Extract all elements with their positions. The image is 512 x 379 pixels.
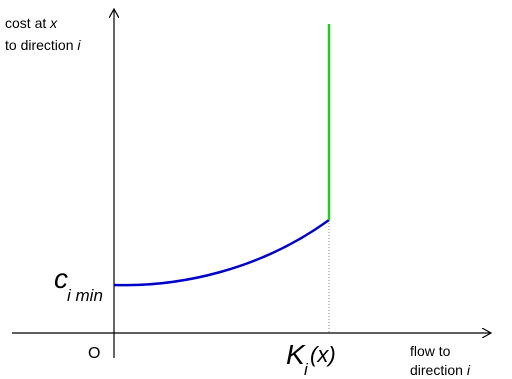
k-label-argument: (x) xyxy=(310,342,336,367)
x-axis-label-line2: direction i xyxy=(410,362,471,378)
c-min-label-main: c xyxy=(54,263,68,294)
k-label-main: K xyxy=(286,339,306,370)
y-axis-label-line1: cost at x xyxy=(5,15,58,31)
cost-curve xyxy=(113,218,330,287)
x-axis-label-line1: flow to xyxy=(410,343,451,359)
y-axis-label-line2: to direction i xyxy=(5,37,81,53)
k-label-subscript: i xyxy=(304,360,309,379)
origin-label: O xyxy=(88,345,100,362)
c-min-label-subscript: i min xyxy=(67,286,103,305)
